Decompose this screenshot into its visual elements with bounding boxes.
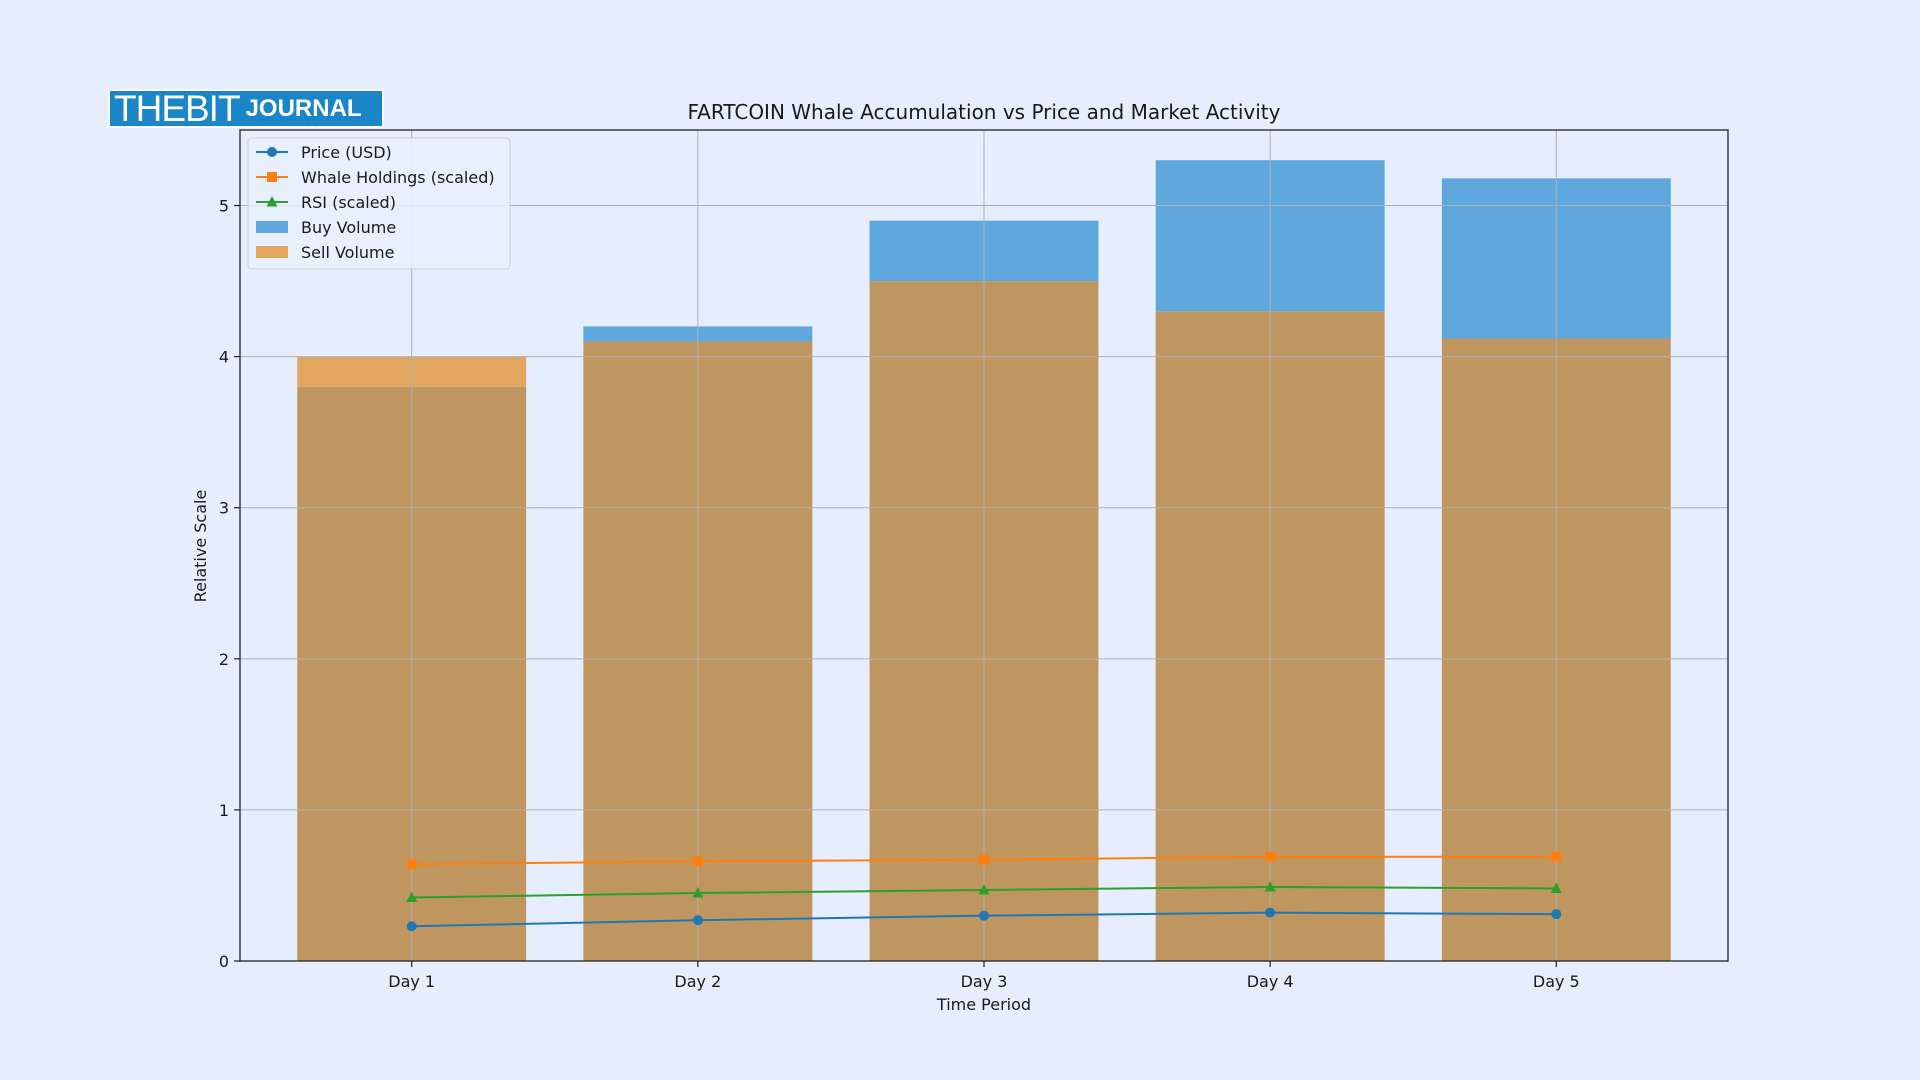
x-axis-label: Time Period <box>936 995 1031 1014</box>
axes-layer: 0 1 2 3 4 5 Day 1 Day 2 Day 3 Day 4 Day 5 <box>219 197 1580 991</box>
whale-holdings-point-1 <box>406 859 417 870</box>
x-tick-label-2: Day 2 <box>674 972 721 991</box>
rsi-point-1 <box>406 891 418 903</box>
logo-brand-text: THEBIT <box>114 89 241 128</box>
x-tick-label-4: Day 4 <box>1247 972 1294 991</box>
rsi-point-2 <box>692 887 704 898</box>
x-tick-label-3: Day 3 <box>961 972 1008 991</box>
legend-marker-rsi <box>266 196 278 207</box>
whale-holdings-point-4 <box>1265 851 1276 862</box>
whale-holdings-point-2 <box>692 856 703 867</box>
y-tick-label-5: 5 <box>219 197 229 216</box>
price-point-3 <box>979 910 989 921</box>
legend-swatch-buy-volume <box>256 221 288 233</box>
y-tick-label-1: 1 <box>219 801 229 820</box>
legend-marker-whale-holdings <box>267 172 277 182</box>
y-tick-label-4: 4 <box>219 348 229 367</box>
price-point-4 <box>1265 907 1276 918</box>
rsi-point-4 <box>1264 880 1276 892</box>
whale-holdings-point-5 <box>1551 851 1562 862</box>
rsi-point-3 <box>978 883 990 895</box>
legend-box <box>247 137 511 270</box>
brand-logo: THEBIT JOURNAL <box>108 89 384 128</box>
chart-title: FARTCOIN Whale Accumulation vs Price and… <box>688 100 1281 124</box>
x-tick-label-1: Day 1 <box>388 972 435 991</box>
whale-holdings-point-3 <box>979 854 989 865</box>
legend-marker-price <box>267 147 277 157</box>
legend-label-sell-volume: Sell Volume <box>301 243 394 262</box>
price-point-1 <box>406 921 417 932</box>
legend-label-buy-volume: Buy Volume <box>301 218 396 237</box>
y-tick-label-2: 2 <box>219 650 229 669</box>
logo-sub-text: JOURNAL <box>245 94 362 122</box>
x-tick-label-5: Day 5 <box>1533 972 1580 991</box>
legend-swatch-sell-volume <box>256 246 288 258</box>
lines-layer <box>406 851 1562 932</box>
y-axis-label: Relative Scale <box>191 490 210 603</box>
legend-label-whale-holdings: Whale Holdings (scaled) <box>301 168 495 187</box>
legend-label-price: Price (USD) <box>301 143 392 162</box>
legend: Price (USD) Whale Holdings (scaled) RSI (s… <box>247 137 511 270</box>
y-tick-label-3: 3 <box>219 499 229 518</box>
y-tick-label-0: 0 <box>219 952 229 971</box>
legend-label-rsi: RSI (scaled) <box>301 193 396 212</box>
price-point-5 <box>1551 909 1562 920</box>
rsi-point-5 <box>1550 882 1562 893</box>
price-point-2 <box>692 915 703 926</box>
